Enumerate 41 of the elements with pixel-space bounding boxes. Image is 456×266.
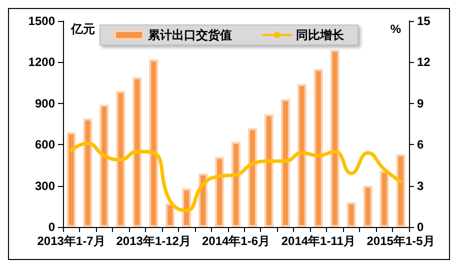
y2-tick-label: 3	[417, 178, 424, 193]
bar	[100, 104, 109, 227]
y2-tick-label: 6	[417, 138, 424, 152]
y2-tick-label: 15	[417, 14, 431, 28]
bar	[83, 118, 92, 227]
bar	[380, 170, 389, 227]
bar	[363, 186, 372, 227]
y-tick-label: 300	[34, 178, 56, 193]
bar	[396, 154, 406, 227]
y2-tick-label: 0	[417, 220, 424, 234]
bar	[149, 59, 158, 227]
x-tick-label: 2015年1-5月	[366, 234, 435, 248]
y-tick-label: 600	[34, 138, 56, 152]
bar	[330, 50, 340, 227]
legend-label: 累计出口交货值	[147, 28, 232, 42]
bar	[297, 84, 306, 227]
bar	[248, 128, 258, 227]
x-tick-label: 2013年1-12月	[116, 234, 191, 248]
y2-axis-title: %	[390, 22, 402, 36]
bar	[66, 132, 76, 227]
bar	[116, 91, 126, 227]
bar	[314, 69, 323, 227]
bar	[264, 114, 274, 227]
y-tick-label: 0	[48, 220, 56, 234]
y-tick-label: 1500	[28, 14, 56, 28]
y-tick-label: 1200	[28, 55, 56, 70]
bar	[346, 202, 356, 227]
y-tick-label: 900	[34, 96, 56, 110]
y2-tick-label: 9	[417, 96, 424, 110]
legend-label: 同比增长	[296, 28, 345, 42]
x-tick-label: 2013年1-7月	[37, 234, 106, 248]
bar	[214, 156, 224, 227]
y-axis-title: 亿元	[70, 22, 95, 36]
bar	[231, 142, 241, 227]
x-tick-label: 2014年1-6月	[202, 234, 270, 248]
line-series	[69, 141, 403, 212]
bar	[132, 77, 142, 227]
y2-tick-label: 12	[417, 55, 431, 70]
x-tick-label: 2014年1-11月	[281, 234, 356, 248]
bar	[166, 204, 175, 227]
bar	[280, 99, 290, 227]
